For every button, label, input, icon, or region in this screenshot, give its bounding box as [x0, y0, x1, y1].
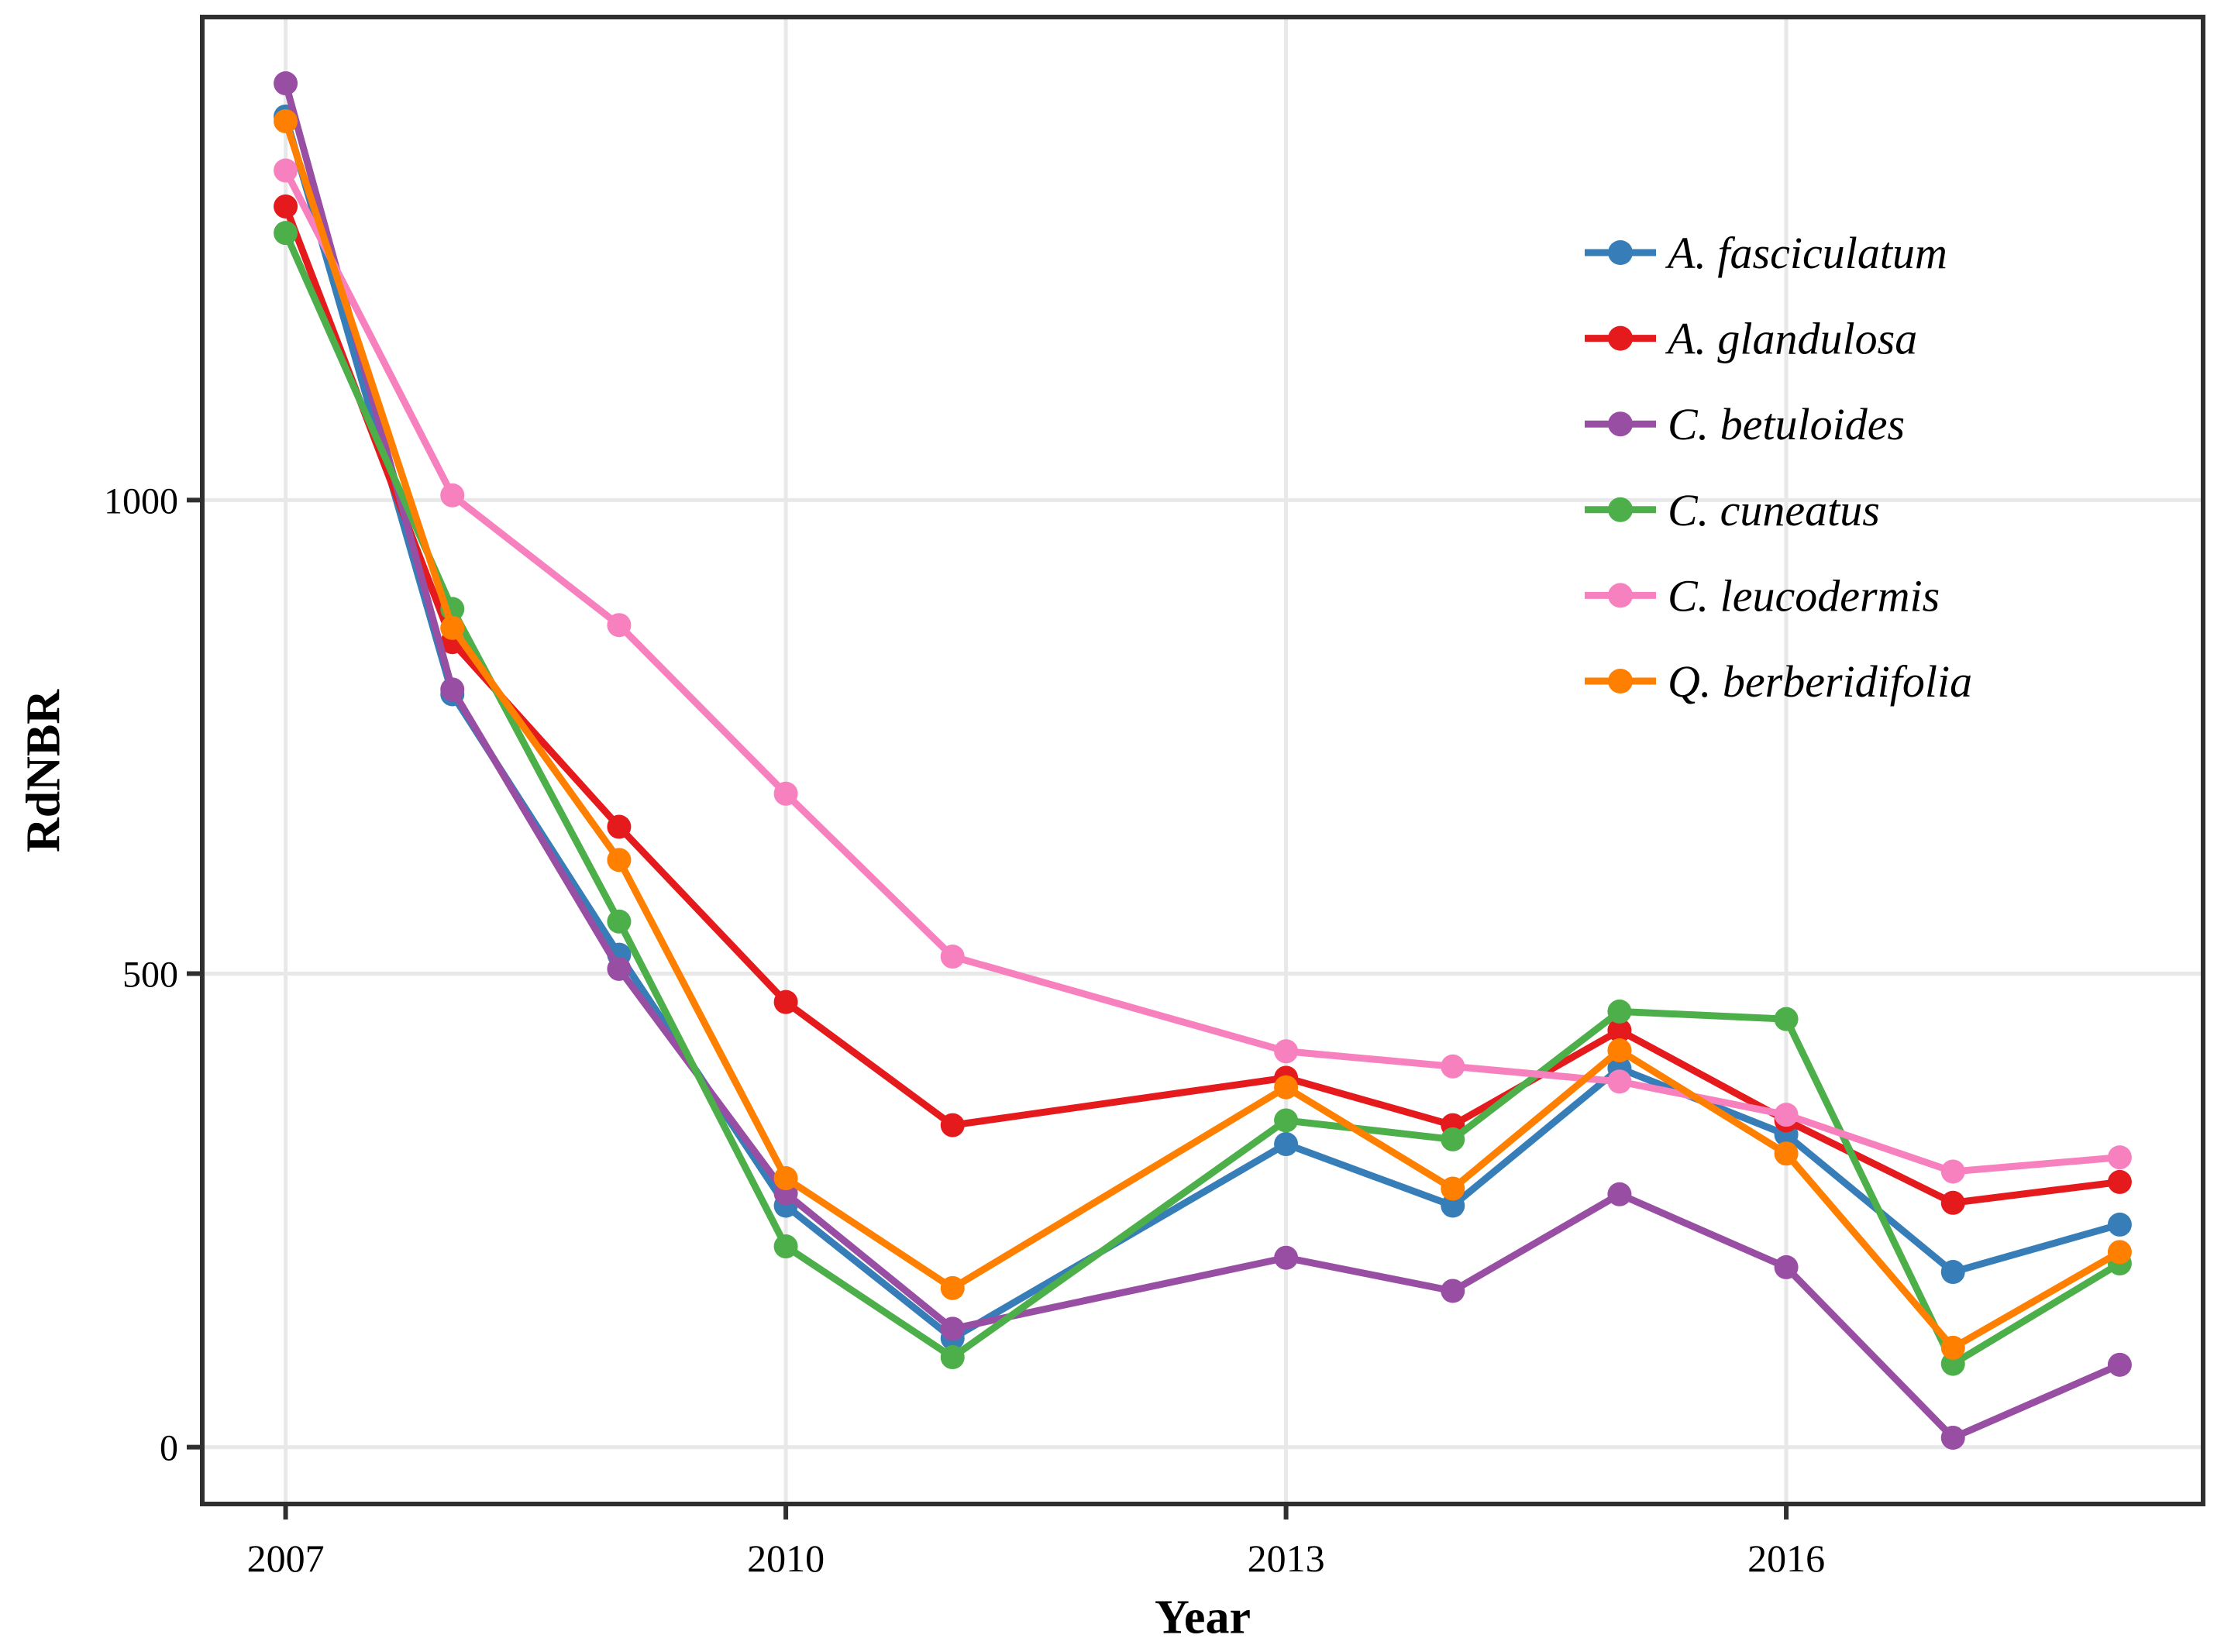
- legend-label: C. betuloides: [1668, 399, 1905, 449]
- data-point: [1274, 1132, 1299, 1157]
- data-point: [1274, 1075, 1299, 1100]
- legend-key-dot: [1608, 411, 1633, 437]
- data-point: [440, 483, 465, 508]
- data-point: [1441, 1279, 1465, 1303]
- legend-label: C. cuneatus: [1668, 485, 1880, 535]
- data-point: [1607, 999, 1632, 1024]
- data-point: [607, 814, 632, 839]
- data-point: [940, 1316, 965, 1341]
- data-point: [440, 677, 465, 702]
- x-axis-title: Year: [1155, 1591, 1251, 1644]
- data-point: [773, 989, 798, 1014]
- data-point: [773, 781, 798, 806]
- x-tick-label: 2016: [1747, 1537, 1825, 1580]
- data-point: [940, 1345, 965, 1370]
- legend-label: A. fasciculatum: [1665, 228, 1947, 278]
- data-point: [1607, 1069, 1632, 1094]
- data-point: [1940, 1335, 1965, 1360]
- y-tick-label: 1000: [104, 480, 178, 521]
- x-tick-label: 2010: [747, 1537, 825, 1580]
- data-point: [1774, 1103, 1799, 1127]
- legend-label: A. glandulosa: [1665, 314, 1917, 364]
- data-point: [607, 956, 632, 981]
- data-point: [1940, 1159, 1965, 1184]
- data-point: [274, 108, 298, 133]
- panel-border: [200, 15, 2205, 1506]
- data-point: [1940, 1190, 1965, 1215]
- data-point: [440, 615, 465, 640]
- data-point: [274, 71, 298, 96]
- data-point: [607, 909, 632, 934]
- data-point: [274, 158, 298, 183]
- data-point: [1774, 1141, 1799, 1166]
- data-point: [940, 945, 965, 969]
- legend-key-dot: [1608, 497, 1633, 522]
- y-tick-label: 0: [160, 1428, 178, 1469]
- data-point: [1774, 1007, 1799, 1031]
- data-point: [2107, 1169, 2132, 1194]
- y-axis-title: RdNBR: [17, 689, 71, 853]
- data-point: [274, 221, 298, 246]
- x-tick-label: 2007: [247, 1537, 325, 1580]
- legend-key-dot: [1608, 583, 1633, 608]
- data-point: [2107, 1145, 2132, 1170]
- data-point: [2107, 1240, 2132, 1265]
- data-point: [1441, 1054, 1465, 1079]
- data-point: [940, 1113, 965, 1137]
- legend-label: Q. berberidifolia: [1668, 656, 1972, 707]
- data-point: [1274, 1039, 1299, 1064]
- legend-key-dot: [1608, 325, 1633, 351]
- data-point: [274, 194, 298, 219]
- data-point: [1441, 1127, 1465, 1151]
- data-point: [1607, 1018, 1632, 1043]
- data-point: [607, 613, 632, 638]
- legend-key-dot: [1608, 240, 1633, 265]
- data-point: [773, 1234, 798, 1259]
- data-point: [1274, 1108, 1299, 1133]
- data-point: [607, 848, 632, 872]
- x-tick-label: 2013: [1248, 1537, 1325, 1580]
- data-point: [1441, 1176, 1465, 1201]
- data-point: [1607, 1038, 1632, 1063]
- legend-label: C. leucodermis: [1668, 570, 1940, 621]
- data-point: [2107, 1212, 2132, 1237]
- data-point: [1274, 1245, 1299, 1270]
- data-point: [940, 1275, 965, 1300]
- data-point: [1607, 1182, 1632, 1206]
- data-point: [1940, 1425, 1965, 1450]
- y-tick-label: 500: [122, 955, 178, 996]
- data-point: [1940, 1260, 1965, 1285]
- data-point: [1774, 1254, 1799, 1279]
- legend-key-dot: [1608, 669, 1633, 693]
- data-point: [2107, 1352, 2132, 1377]
- data-point: [1441, 1193, 1465, 1218]
- data-point: [773, 1166, 798, 1191]
